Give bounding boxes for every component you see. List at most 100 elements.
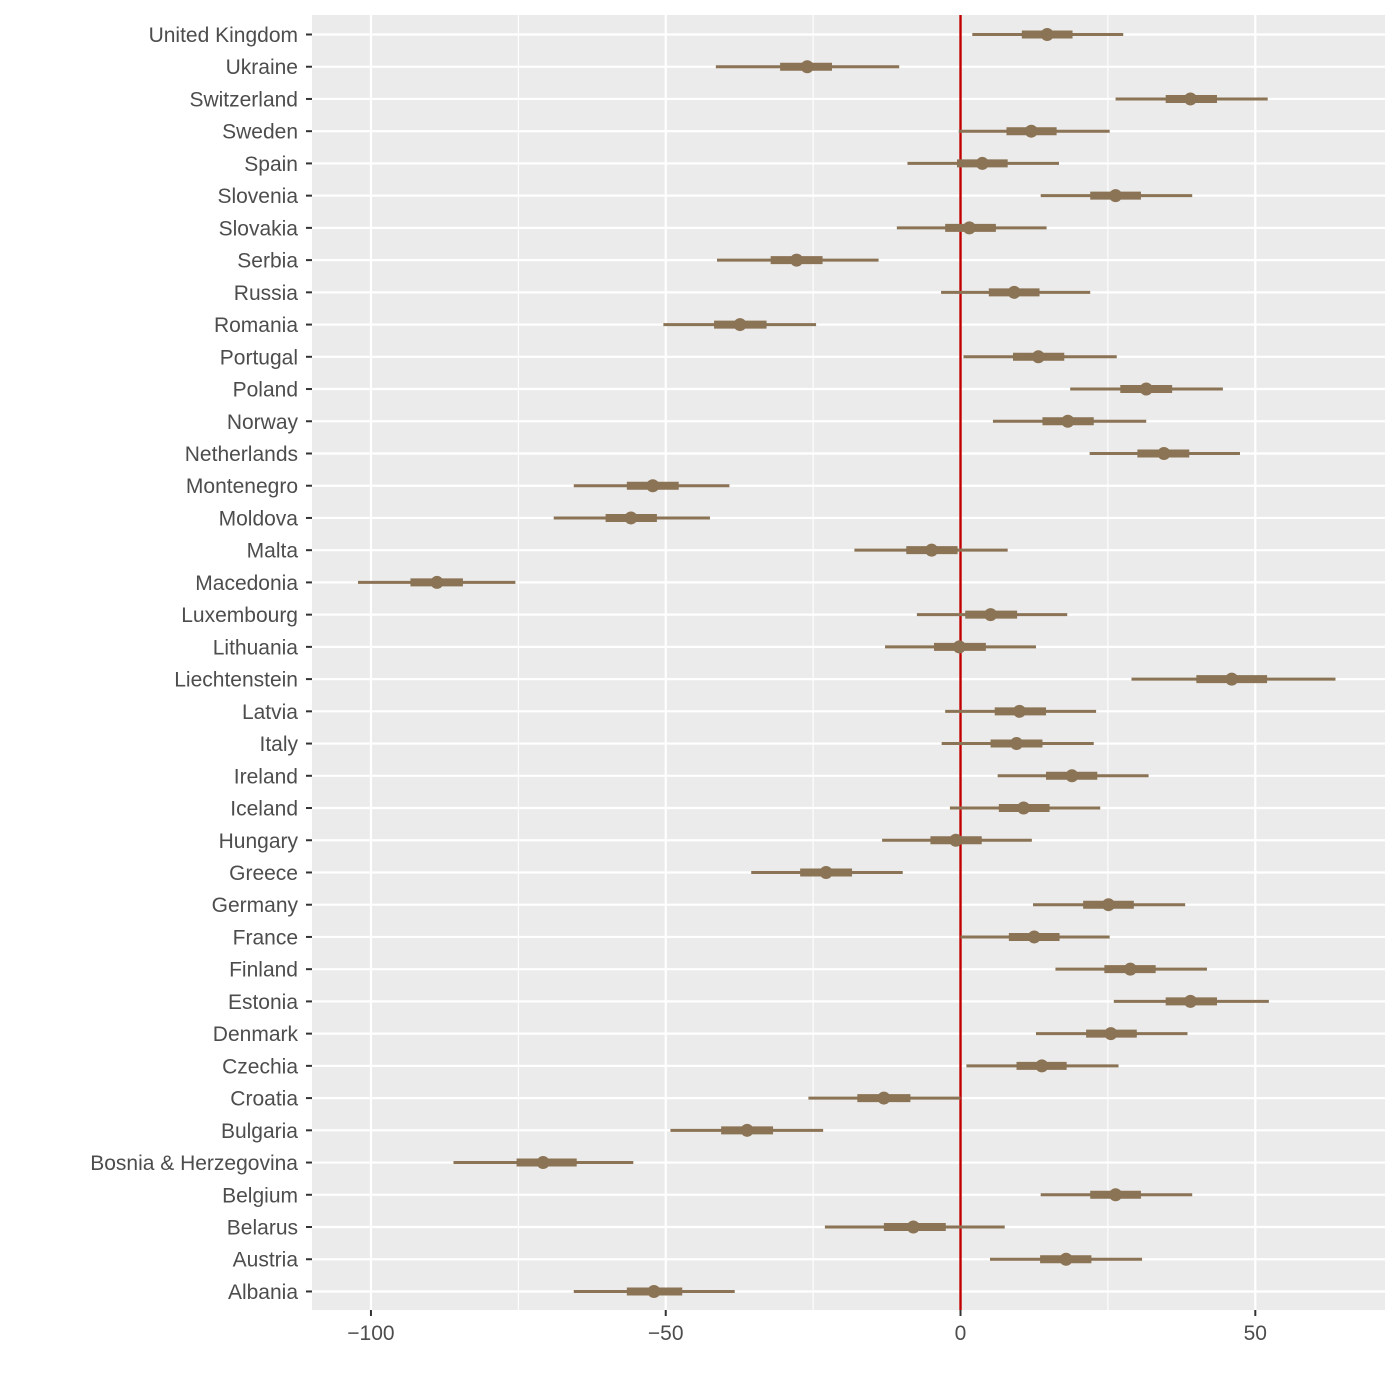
interval-group [357, 575, 516, 589]
x-tick-label: −100 [347, 1322, 394, 1345]
interval-group [1113, 994, 1269, 1008]
y-tick-label: Belgium [222, 1184, 298, 1207]
point-estimate [1109, 1188, 1123, 1202]
interval-group [972, 28, 1124, 41]
y-tick-label: Iceland [230, 798, 298, 821]
y-tick-label: Romania [214, 314, 298, 337]
point-estimate [1139, 382, 1153, 396]
y-tick-label: Bulgaria [221, 1120, 298, 1143]
interval-group [824, 1220, 1005, 1234]
y-tick-label: Montenegro [186, 475, 298, 498]
interval-group [882, 833, 1032, 847]
x-tick-label: 50 [1244, 1322, 1267, 1345]
y-tick-label: Norway [227, 411, 299, 434]
y-tick-label: Albania [228, 1281, 298, 1304]
y-tick-label: Belarus [227, 1217, 298, 1240]
point-estimate [984, 608, 998, 622]
y-tick-label: Slovenia [217, 185, 298, 208]
point-estimate [1101, 898, 1115, 912]
plot-panel [312, 15, 1385, 1310]
y-tick-label: Greece [229, 862, 298, 885]
interval-group [453, 1156, 634, 1170]
interval-group [1089, 446, 1240, 460]
point-estimate [949, 833, 963, 847]
point-estimate [1109, 189, 1123, 203]
point-estimate [646, 479, 660, 493]
y-tick-label: Ukraine [226, 56, 298, 79]
y-tick-label: Denmark [213, 1023, 299, 1046]
interval-group [963, 350, 1117, 364]
interval-group [751, 865, 903, 879]
interval-group [907, 156, 1059, 170]
point-estimate [906, 1220, 920, 1234]
interval-group [1115, 92, 1268, 106]
y-tick-label: Germany [212, 894, 299, 917]
interval-group [808, 1091, 961, 1105]
point-estimate [733, 318, 747, 332]
interval-group [945, 704, 1097, 718]
interval-group [916, 608, 1068, 622]
point-estimate [1104, 1027, 1118, 1041]
y-tick-label: Switzerland [189, 88, 298, 111]
y-tick-label: Estonia [228, 991, 298, 1014]
interval-group [715, 60, 900, 74]
point-estimate [1183, 994, 1197, 1008]
x-tick-label: −50 [648, 1322, 684, 1345]
interval-group [885, 640, 1036, 654]
interval-group [997, 769, 1149, 783]
point-estimate [1123, 962, 1137, 976]
interval-group [670, 1123, 824, 1137]
point-estimate [790, 253, 804, 267]
interval-group [960, 930, 1110, 944]
point-estimate [647, 1284, 661, 1298]
y-axis: United Kingdom Ukraine Switzerland Sweden Sp… [90, 24, 312, 1304]
y-tick-label: Malta [247, 540, 299, 563]
interval-group [1035, 1027, 1188, 1041]
y-tick-label: Macedonia [195, 572, 298, 595]
y-tick-label: Spain [244, 153, 298, 176]
y-tick-label: Portugal [220, 346, 298, 369]
y-tick-label: Russia [234, 282, 299, 305]
y-tick-label: Austria [233, 1249, 299, 1272]
point-estimate [1031, 350, 1045, 364]
y-tick-label: Netherlands [185, 443, 298, 466]
y-tick-label: Serbia [237, 250, 298, 273]
point-estimate [740, 1123, 754, 1137]
point-estimate [1035, 1059, 1049, 1073]
y-tick-label: Bosnia & Herzegovina [90, 1152, 298, 1175]
y-tick-label: Slovakia [219, 217, 299, 240]
y-tick-label: Croatia [230, 1088, 298, 1111]
point-estimate [1040, 28, 1054, 41]
interval-group [573, 479, 730, 493]
interval-group [941, 737, 1094, 751]
point-estimate [1007, 285, 1021, 299]
interval-group [663, 318, 817, 332]
interval-group [553, 511, 710, 525]
point-estimate [952, 640, 966, 654]
point-estimate [430, 575, 444, 589]
y-tick-label: Finland [229, 959, 298, 982]
y-tick-label: Liechtenstein [174, 669, 298, 692]
point-estimate [536, 1156, 550, 1170]
point-estimate [624, 511, 638, 525]
y-tick-label: Ireland [234, 765, 298, 788]
point-estimate [1017, 801, 1031, 815]
interval-group [949, 801, 1101, 815]
interval-group [958, 124, 1110, 138]
interval-marks [357, 28, 1336, 1298]
interval-group [854, 543, 1008, 557]
interval-group [1131, 672, 1336, 686]
point-estimate [1027, 930, 1041, 944]
interval-group [989, 1252, 1143, 1266]
y-tick-label: United Kingdom [149, 24, 298, 47]
interval-group [1070, 382, 1223, 396]
point-estimate [1010, 737, 1024, 751]
interval-group [966, 1059, 1119, 1073]
interval-group [896, 221, 1047, 235]
y-tick-label: Hungary [219, 830, 299, 853]
point-estimate [800, 60, 814, 74]
interval-group [992, 414, 1147, 428]
y-tick-label: Poland [233, 379, 298, 402]
point-estimate [962, 221, 976, 235]
